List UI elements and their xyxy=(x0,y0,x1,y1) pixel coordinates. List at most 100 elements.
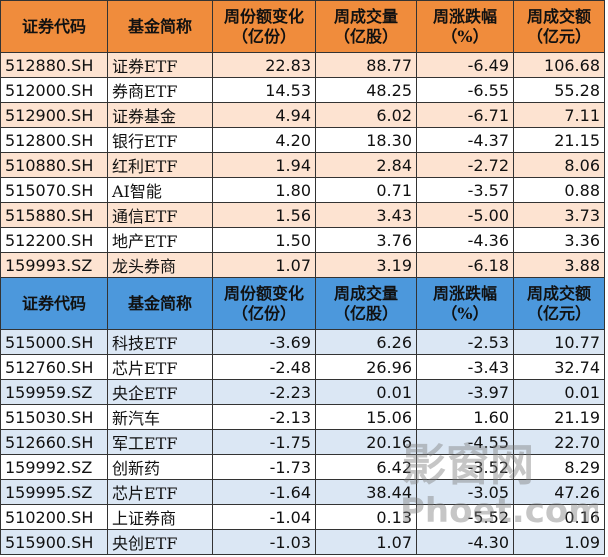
fund-code-cell: 510880.SH xyxy=(0,152,108,178)
fund-name-cell: 龙头券商 xyxy=(107,252,213,278)
table-row: 510880.SH 红利ETF 1.94 2.84 -2.72 8.06 xyxy=(0,152,605,178)
fund-code-cell: 515900.SH xyxy=(0,529,108,555)
value-cell: 14.53 xyxy=(212,77,316,103)
fund-code-cell: 159993.SZ xyxy=(0,252,108,278)
value-cell: -3.43 xyxy=(416,354,514,380)
value-cell: 3.88 xyxy=(513,252,605,278)
fund-name-cell: 地产ETF xyxy=(107,227,213,253)
table-row: 159992.SZ 创新药 -1.73 6.42 -3.52 8.29 xyxy=(0,454,605,480)
table-row: 515880.SH 通信ETF 1.56 3.43 -5.00 3.73 xyxy=(0,202,605,228)
value-cell: 8.06 xyxy=(513,152,605,178)
value-cell: -1.73 xyxy=(212,454,316,480)
table-row: 159995.SZ 芯片ETF -1.64 38.44 -3.05 47.26 xyxy=(0,479,605,505)
fund-code-cell: 159959.SZ xyxy=(0,379,108,405)
table-row: 512880.SH 证券ETF 22.83 88.77 -6.49 106.68 xyxy=(0,52,605,78)
fund-name-cell: 央创ETF xyxy=(107,529,213,555)
value-cell: 6.26 xyxy=(315,329,417,355)
value-cell: 0.16 xyxy=(513,504,605,530)
fund-code-cell: 515000.SH xyxy=(0,329,108,355)
fund-code-cell: 512900.SH xyxy=(0,102,108,128)
value-cell: 20.16 xyxy=(315,429,417,455)
value-cell: -1.75 xyxy=(212,429,316,455)
value-cell: -3.05 xyxy=(416,479,514,505)
fund-code-cell: 512660.SH xyxy=(0,429,108,455)
value-cell: 88.77 xyxy=(315,52,417,78)
value-cell: 1.07 xyxy=(212,252,316,278)
value-cell: -4.55 xyxy=(416,429,514,455)
fund-code-cell: 515030.SH xyxy=(0,404,108,430)
value-cell: 0.01 xyxy=(315,379,417,405)
value-cell: 0.88 xyxy=(513,177,605,203)
value-cell: 8.29 xyxy=(513,454,605,480)
value-cell: -2.48 xyxy=(212,354,316,380)
value-cell: 0.01 xyxy=(513,379,605,405)
column-header: 周成交量 （亿股） xyxy=(315,277,417,330)
value-cell: 21.19 xyxy=(513,404,605,430)
value-cell: -2.23 xyxy=(212,379,316,405)
value-cell: 47.26 xyxy=(513,479,605,505)
value-cell: -5.00 xyxy=(416,202,514,228)
value-cell: -3.97 xyxy=(416,379,514,405)
value-cell: -2.53 xyxy=(416,329,514,355)
value-cell: -6.71 xyxy=(416,102,514,128)
value-cell: -1.64 xyxy=(212,479,316,505)
table-row: 512900.SH 证券基金 4.94 6.02 -6.71 7.11 xyxy=(0,102,605,128)
table-row: 159959.SZ 央企ETF -2.23 0.01 -3.97 0.01 xyxy=(0,379,605,405)
column-header: 基金简称 xyxy=(107,0,213,53)
table-row: 515900.SH 央创ETF -1.03 1.07 -4.30 1.09 xyxy=(0,529,605,555)
fund-name-cell: 证券基金 xyxy=(107,102,213,128)
fund-name-cell: 红利ETF xyxy=(107,152,213,178)
table-row: 159993.SZ 龙头券商 1.07 3.19 -6.18 3.88 xyxy=(0,252,605,278)
fund-code-cell: 512880.SH xyxy=(0,52,108,78)
value-cell: 0.13 xyxy=(315,504,417,530)
value-cell: -4.30 xyxy=(416,529,514,555)
value-cell: 3.19 xyxy=(315,252,417,278)
value-cell: -6.49 xyxy=(416,52,514,78)
fund-name-cell: 科技ETF xyxy=(107,329,213,355)
value-cell: 1.50 xyxy=(212,227,316,253)
fund-name-cell: 军工ETF xyxy=(107,429,213,455)
value-cell: 106.68 xyxy=(513,52,605,78)
value-cell: -4.36 xyxy=(416,227,514,253)
value-cell: 48.25 xyxy=(315,77,417,103)
fund-name-cell: 芯片ETF xyxy=(107,354,213,380)
value-cell: 10.77 xyxy=(513,329,605,355)
fund-code-cell: 159992.SZ xyxy=(0,454,108,480)
table-row: 512760.SH 芯片ETF -2.48 26.96 -3.43 32.74 xyxy=(0,354,605,380)
fund-code-cell: 515070.SH xyxy=(0,177,108,203)
value-cell: 15.06 xyxy=(315,404,417,430)
value-cell: 1.56 xyxy=(212,202,316,228)
fund-name-cell: AI智能 xyxy=(107,177,213,203)
fund-code-cell: 512760.SH xyxy=(0,354,108,380)
fund-name-cell: 新汽车 xyxy=(107,404,213,430)
value-cell: 1.09 xyxy=(513,529,605,555)
value-cell: -2.13 xyxy=(212,404,316,430)
value-cell: -4.37 xyxy=(416,127,514,153)
fund-name-cell: 芯片ETF xyxy=(107,479,213,505)
value-cell: 3.73 xyxy=(513,202,605,228)
value-cell: 21.15 xyxy=(513,127,605,153)
table-row: 512660.SH 军工ETF -1.75 20.16 -4.55 22.70 xyxy=(0,429,605,455)
table-row: 515030.SH 新汽车 -2.13 15.06 1.60 21.19 xyxy=(0,404,605,430)
column-header: 基金简称 xyxy=(107,277,213,330)
table-row: 512800.SH 银行ETF 4.20 18.30 -4.37 21.15 xyxy=(0,127,605,153)
value-cell: 1.80 xyxy=(212,177,316,203)
column-header: 周成交额 （亿元） xyxy=(513,0,605,53)
value-cell: 3.43 xyxy=(315,202,417,228)
column-header: 周涨跌幅 （%） xyxy=(416,0,514,53)
value-cell: -6.18 xyxy=(416,252,514,278)
value-cell: -2.72 xyxy=(416,152,514,178)
value-cell: 6.42 xyxy=(315,454,417,480)
value-cell: 1.07 xyxy=(315,529,417,555)
value-cell: 1.60 xyxy=(416,404,514,430)
value-cell: 18.30 xyxy=(315,127,417,153)
value-cell: 2.84 xyxy=(315,152,417,178)
value-cell: 22.70 xyxy=(513,429,605,455)
fund-code-cell: 159995.SZ xyxy=(0,479,108,505)
fund-name-cell: 创新药 xyxy=(107,454,213,480)
value-cell: -3.69 xyxy=(212,329,316,355)
fund-name-cell: 证券ETF xyxy=(107,52,213,78)
value-cell: -3.52 xyxy=(416,454,514,480)
value-cell: 4.20 xyxy=(212,127,316,153)
